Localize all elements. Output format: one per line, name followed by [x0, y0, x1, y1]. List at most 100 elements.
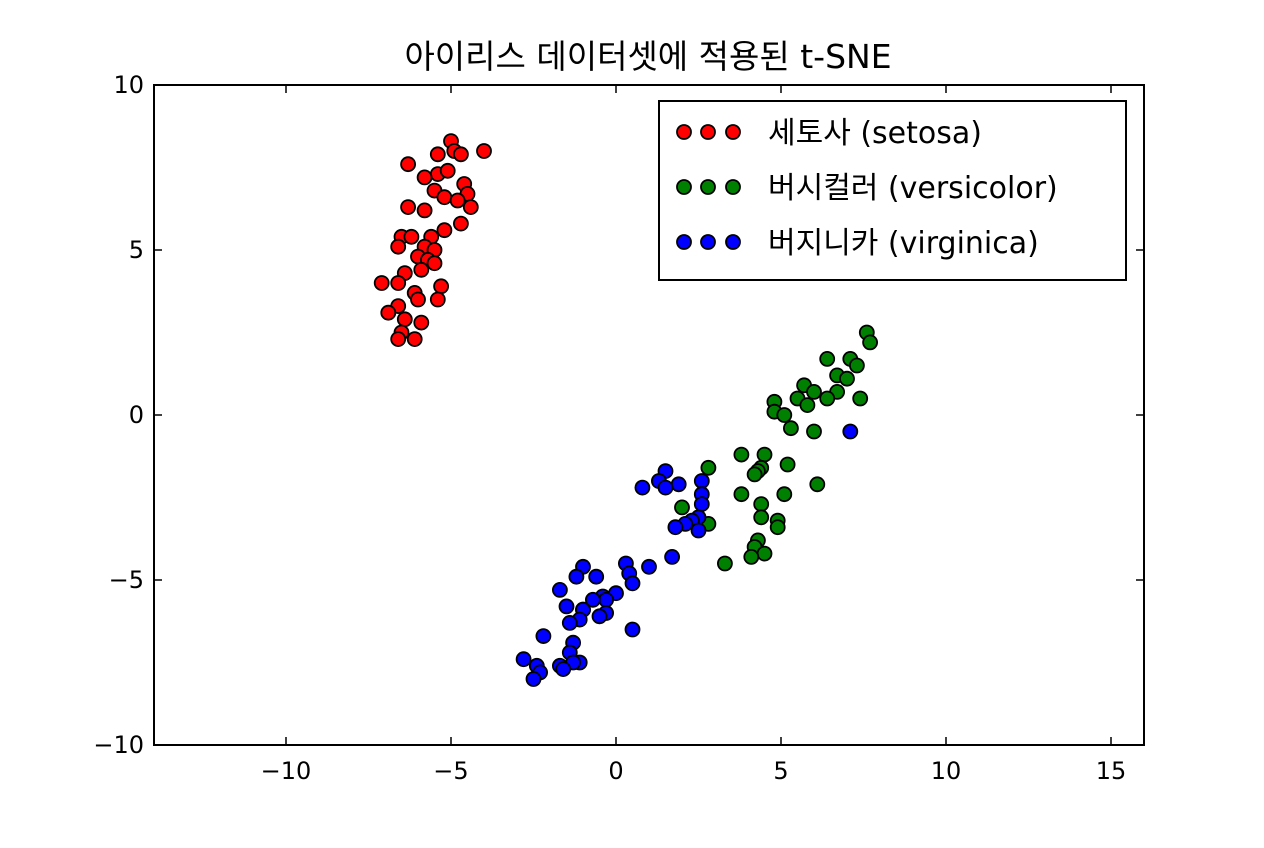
data-point: [400, 156, 417, 173]
y-tick-label: −5: [109, 566, 144, 594]
data-point: [806, 383, 822, 400]
data-point: [733, 486, 750, 503]
data-point: [449, 192, 466, 209]
y-tick-label: 0: [129, 401, 144, 429]
data-point: [624, 621, 641, 638]
data-point: [746, 466, 763, 483]
plot-frame: [153, 84, 1145, 746]
data-point: [416, 169, 433, 186]
data-point: [819, 350, 836, 367]
data-point: [799, 397, 816, 414]
data-point: [396, 311, 413, 328]
data-point: [809, 476, 826, 493]
data-point: [776, 407, 793, 423]
legend-label: 세토사 (setosa): [768, 116, 982, 151]
legend-marker: [725, 124, 741, 140]
x-tick-label: −10: [261, 757, 312, 785]
series-1: [674, 324, 878, 572]
data-point: [769, 519, 786, 536]
data-point: [555, 661, 572, 677]
data-point: [756, 545, 773, 562]
data-point: [670, 476, 687, 493]
data-point: [753, 496, 770, 513]
y-tick-label: 10: [113, 71, 144, 99]
data-point: [700, 459, 717, 476]
data-point: [690, 522, 707, 539]
legend-label: 버지니카 (virginica): [768, 226, 1039, 261]
data-point: [585, 591, 601, 608]
data-point: [452, 146, 469, 163]
data-point: [406, 331, 423, 348]
data-point: [693, 496, 710, 513]
data-point: [439, 162, 456, 179]
data-point: [839, 370, 855, 387]
data-point: [476, 143, 492, 159]
data-point: [413, 261, 430, 278]
data-point: [852, 390, 869, 407]
data-point: [452, 215, 469, 232]
data-point: [400, 199, 417, 216]
data-point: [591, 608, 608, 625]
data-point: [664, 549, 680, 565]
legend-marker: [700, 179, 716, 195]
x-tick-label: 5: [773, 757, 788, 785]
data-point: [390, 238, 407, 255]
data-point: [561, 615, 578, 631]
x-tick-label: 10: [931, 757, 962, 785]
data-point: [416, 202, 433, 219]
data-point: [756, 446, 773, 463]
data-point: [535, 628, 552, 644]
data-point: [624, 575, 641, 592]
data-point: [410, 291, 426, 308]
data-point: [426, 255, 443, 272]
data-point: [717, 555, 733, 572]
data-point: [779, 456, 796, 473]
data-point: [753, 509, 770, 526]
y-tick-label: 5: [129, 236, 144, 264]
data-point: [390, 331, 407, 348]
data-point: [819, 390, 836, 407]
chart-title: 아이리스 데이터셋에 적용된 t-SNE: [404, 37, 891, 76]
data-point: [588, 568, 605, 585]
data-point: [667, 519, 684, 536]
data-point: [429, 146, 446, 163]
legend-marker: [725, 234, 741, 250]
data-point: [776, 486, 793, 503]
data-point: [413, 314, 430, 331]
legend-marker: [676, 179, 692, 195]
legend-marker: [676, 124, 692, 140]
data-point: [373, 275, 390, 291]
legend-marker: [676, 234, 692, 250]
data-point: [657, 479, 674, 496]
data-point: [552, 582, 568, 598]
data-point: [403, 228, 420, 245]
data-point: [743, 549, 760, 565]
legend-marker: [725, 179, 741, 195]
data-point: [842, 423, 859, 440]
legend-marker: [700, 124, 716, 140]
data-point: [733, 446, 750, 463]
data-point: [390, 275, 407, 291]
data-point: [598, 591, 614, 608]
data-point: [783, 420, 799, 437]
data-points: [373, 133, 878, 687]
data-point: [436, 222, 453, 239]
x-tick-label: −5: [433, 757, 468, 785]
data-point: [674, 499, 690, 516]
data-point: [380, 304, 397, 321]
x-tick-label: 0: [608, 757, 623, 785]
data-point: [568, 568, 585, 585]
data-point: [558, 598, 575, 615]
series-0: [373, 133, 492, 348]
data-point: [462, 199, 479, 216]
data-point: [862, 334, 878, 351]
data-point: [429, 291, 446, 308]
data-point: [515, 651, 532, 668]
data-point: [806, 423, 822, 440]
data-point: [849, 357, 865, 374]
data-point: [693, 473, 710, 489]
axis-ticks: −10 −5 0 5 10 15 −10 −5 0 5 10: [93, 71, 1144, 785]
data-point: [634, 479, 651, 496]
y-tick-label: −10: [93, 731, 144, 759]
